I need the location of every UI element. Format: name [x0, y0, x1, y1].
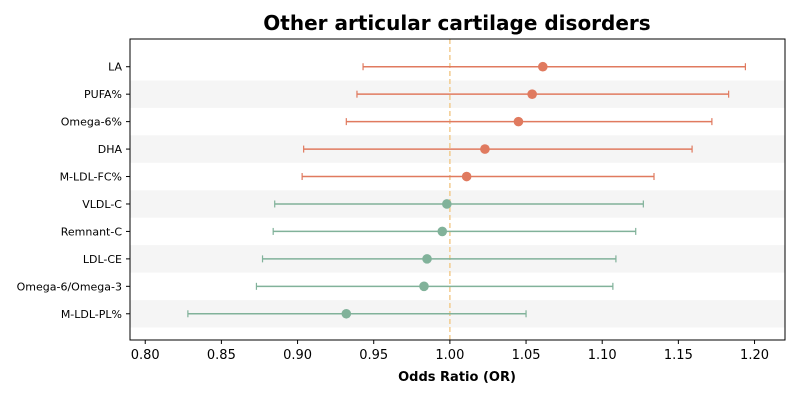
point-estimate	[538, 61, 548, 72]
y-tick-label: Omega-6/Omega-3	[17, 280, 122, 293]
x-tick-label: 1.10	[588, 348, 617, 363]
point-estimate	[480, 144, 490, 154]
x-tick-label: 0.80	[131, 348, 160, 363]
y-tick-label: PUFA%	[84, 88, 122, 101]
y-axis-ticks: LA PUFA% Omega-6% DHA M-LDL-FC% VLDL-C Remnant…	[17, 61, 130, 321]
x-tick-label: 1.00	[435, 348, 464, 363]
x-tick-label: 1.20	[740, 348, 769, 363]
y-tick-label: DHA	[98, 143, 123, 156]
y-tick-label: M-LDL-PL%	[61, 308, 122, 321]
plot-frame	[129, 38, 786, 341]
x-axis-label: Odds Ratio (OR)	[398, 370, 516, 385]
x-tick-label: 0.85	[207, 348, 236, 363]
y-tick-label: LDL-CE	[83, 253, 122, 266]
y-tick-label: M-LDL-FC%	[60, 171, 122, 184]
point-estimate	[437, 226, 448, 237]
y-tick-label: Omega-6%	[61, 116, 122, 129]
point-estimate	[527, 89, 537, 99]
y-tick-label: LA	[108, 61, 122, 74]
point-estimate	[461, 171, 472, 182]
point-estimate	[341, 308, 352, 319]
chart-title: Other articular cartilage disorders	[263, 11, 650, 35]
point-estimate	[442, 199, 452, 209]
point-estimate	[422, 254, 432, 264]
y-tick-label: VLDL-C	[82, 198, 122, 211]
estimate-marks	[187, 61, 746, 319]
point-estimate	[513, 116, 524, 127]
x-tick-label: 0.95	[359, 348, 388, 363]
x-tick-label: 1.15	[664, 348, 693, 363]
y-tick-label: Remnant-C	[61, 225, 123, 238]
x-tick-label: 1.05	[512, 348, 541, 363]
x-tick-label: 0.90	[283, 348, 312, 363]
point-estimate	[419, 281, 429, 292]
x-axis-ticks: 0.80 0.85 0.90 0.95 1.00 1.05 1.10 1.15 1.20	[131, 340, 769, 363]
